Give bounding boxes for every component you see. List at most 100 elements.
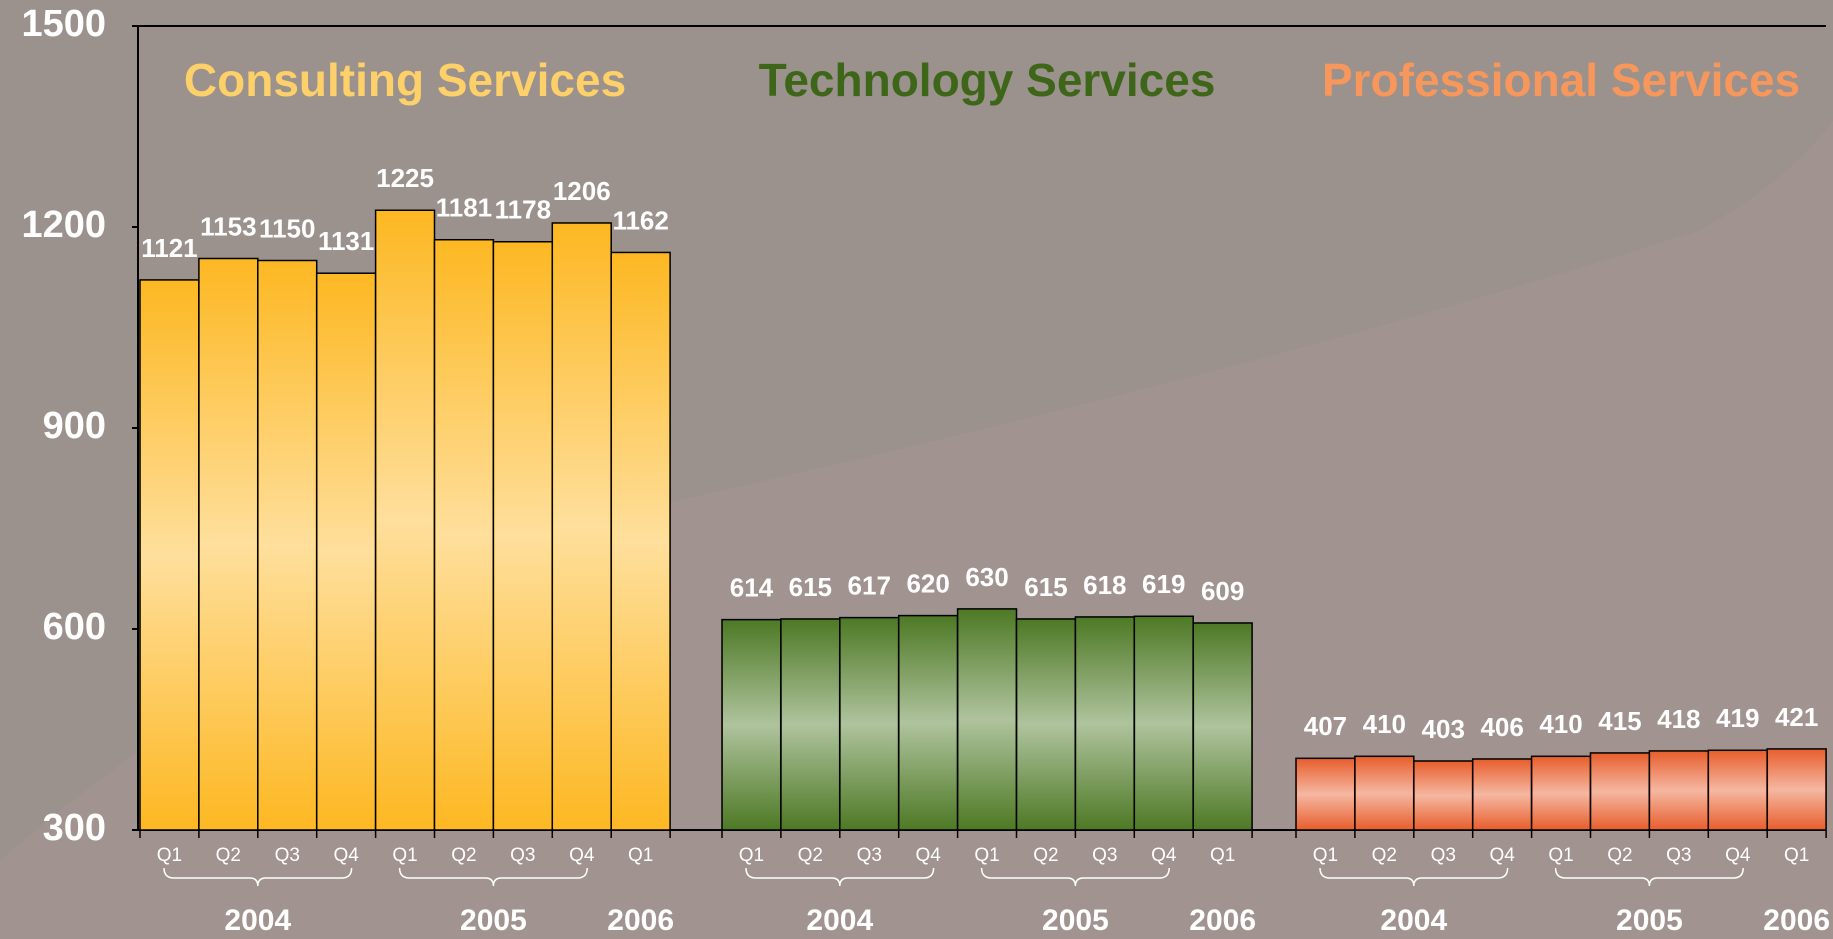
bar-shine	[1017, 619, 1075, 829]
bar-shine	[1076, 617, 1134, 829]
x-tick-label: Q1	[392, 845, 417, 866]
year-brace	[1554, 867, 1744, 887]
x-tick-label: Q2	[451, 845, 476, 866]
x-tick-label: Q3	[1431, 845, 1456, 866]
x-tick-label: Q3	[1666, 845, 1691, 866]
group-title: Professional Services	[1322, 54, 1800, 106]
bar-shine	[781, 619, 839, 829]
bar-shine	[1135, 617, 1193, 829]
y-tick-label: 600	[43, 606, 106, 648]
bar-shine	[258, 261, 316, 829]
year-label: 2006	[1189, 904, 1256, 937]
value-label: 618	[1083, 570, 1126, 600]
value-label: 1153	[200, 211, 256, 241]
group-title: Consulting Services	[184, 54, 626, 106]
bar-shine	[199, 259, 257, 829]
x-tick-label: Q4	[915, 845, 941, 866]
value-label: 1225	[376, 163, 434, 193]
value-label: 421	[1775, 702, 1818, 732]
value-label: 615	[1024, 572, 1067, 602]
bar-shine	[899, 616, 957, 829]
value-label: 1150	[259, 213, 315, 243]
value-label: 1206	[553, 176, 611, 206]
x-tick-label: Q1	[1210, 845, 1235, 866]
year-label: 2006	[1763, 904, 1830, 937]
year-brace	[745, 867, 935, 887]
bar-shine	[376, 211, 434, 829]
value-label: 614	[730, 572, 774, 602]
x-tick-label: Q1	[628, 845, 653, 866]
y-tick-label: 1500	[21, 3, 106, 45]
bar-shine	[1355, 757, 1413, 829]
year-label: 2005	[1042, 904, 1109, 937]
bar-shine	[435, 240, 493, 830]
value-label: 620	[906, 568, 949, 598]
value-label: 615	[789, 572, 832, 602]
bar-shine	[494, 242, 552, 830]
value-label: 609	[1201, 576, 1244, 606]
bar-shine	[1768, 749, 1826, 829]
value-label: 1178	[495, 195, 551, 225]
year-brace	[980, 867, 1170, 887]
year-label: 2004	[1380, 904, 1447, 937]
bar-shine	[1297, 759, 1354, 829]
year-brace	[398, 867, 588, 887]
value-label: 418	[1657, 704, 1700, 734]
x-tick-label: Q1	[1784, 845, 1809, 866]
x-tick-label: Q3	[1092, 845, 1117, 866]
year-label: 2005	[1616, 904, 1683, 937]
x-tick-label: Q4	[1151, 845, 1177, 866]
bar-shine	[958, 609, 1016, 829]
value-label: 403	[1422, 714, 1465, 744]
x-tick-label: Q2	[1372, 845, 1397, 866]
x-tick-label: Q4	[1725, 845, 1751, 866]
bar-shine	[1532, 757, 1590, 829]
y-tick-label: 1200	[21, 204, 106, 246]
value-label: 617	[848, 570, 891, 600]
value-label: 407	[1304, 711, 1347, 741]
x-tick-label: Q3	[275, 845, 300, 866]
year-label: 2005	[460, 904, 527, 937]
value-label: 419	[1716, 703, 1759, 733]
year-label: 2004	[224, 904, 291, 937]
x-tick-label: Q2	[1033, 845, 1058, 866]
year-label: 2006	[607, 904, 674, 937]
bar-shine	[612, 253, 670, 829]
bar-shine	[141, 280, 198, 829]
bar-shine	[840, 618, 898, 829]
x-tick-label: Q1	[739, 845, 764, 866]
bar-shine	[1194, 623, 1252, 829]
bar-shine	[1709, 751, 1767, 829]
x-tick-label: Q3	[510, 845, 535, 866]
value-label: 630	[965, 562, 1008, 592]
year-brace	[163, 867, 353, 887]
bar-shine	[1414, 761, 1472, 829]
y-tick-label: 900	[43, 405, 106, 447]
x-tick-label: Q2	[1607, 845, 1632, 866]
value-label: 406	[1480, 712, 1523, 742]
value-label: 410	[1539, 709, 1582, 739]
x-tick-label: Q2	[798, 845, 823, 866]
bar-shine	[723, 620, 780, 829]
x-tick-label: Q1	[157, 845, 182, 866]
value-label: 1131	[318, 226, 374, 256]
value-label: 1121	[141, 233, 197, 263]
value-label: 1181	[436, 193, 492, 223]
bar-shine	[317, 274, 375, 830]
x-tick-label: Q2	[216, 845, 241, 866]
x-tick-label: Q3	[857, 845, 882, 866]
value-label: 415	[1598, 706, 1641, 736]
x-tick-label: Q4	[1489, 845, 1515, 866]
x-tick-label: Q1	[974, 845, 999, 866]
bar-shine	[1591, 753, 1649, 829]
x-tick-label: Q1	[1313, 845, 1338, 866]
bar-shine	[553, 223, 611, 830]
value-label: 410	[1363, 709, 1406, 739]
bar-shine	[1650, 751, 1708, 829]
bar-shine	[1473, 759, 1531, 829]
value-label: 619	[1142, 569, 1185, 599]
x-tick-label: Q4	[569, 845, 595, 866]
value-label: 1162	[612, 205, 668, 235]
